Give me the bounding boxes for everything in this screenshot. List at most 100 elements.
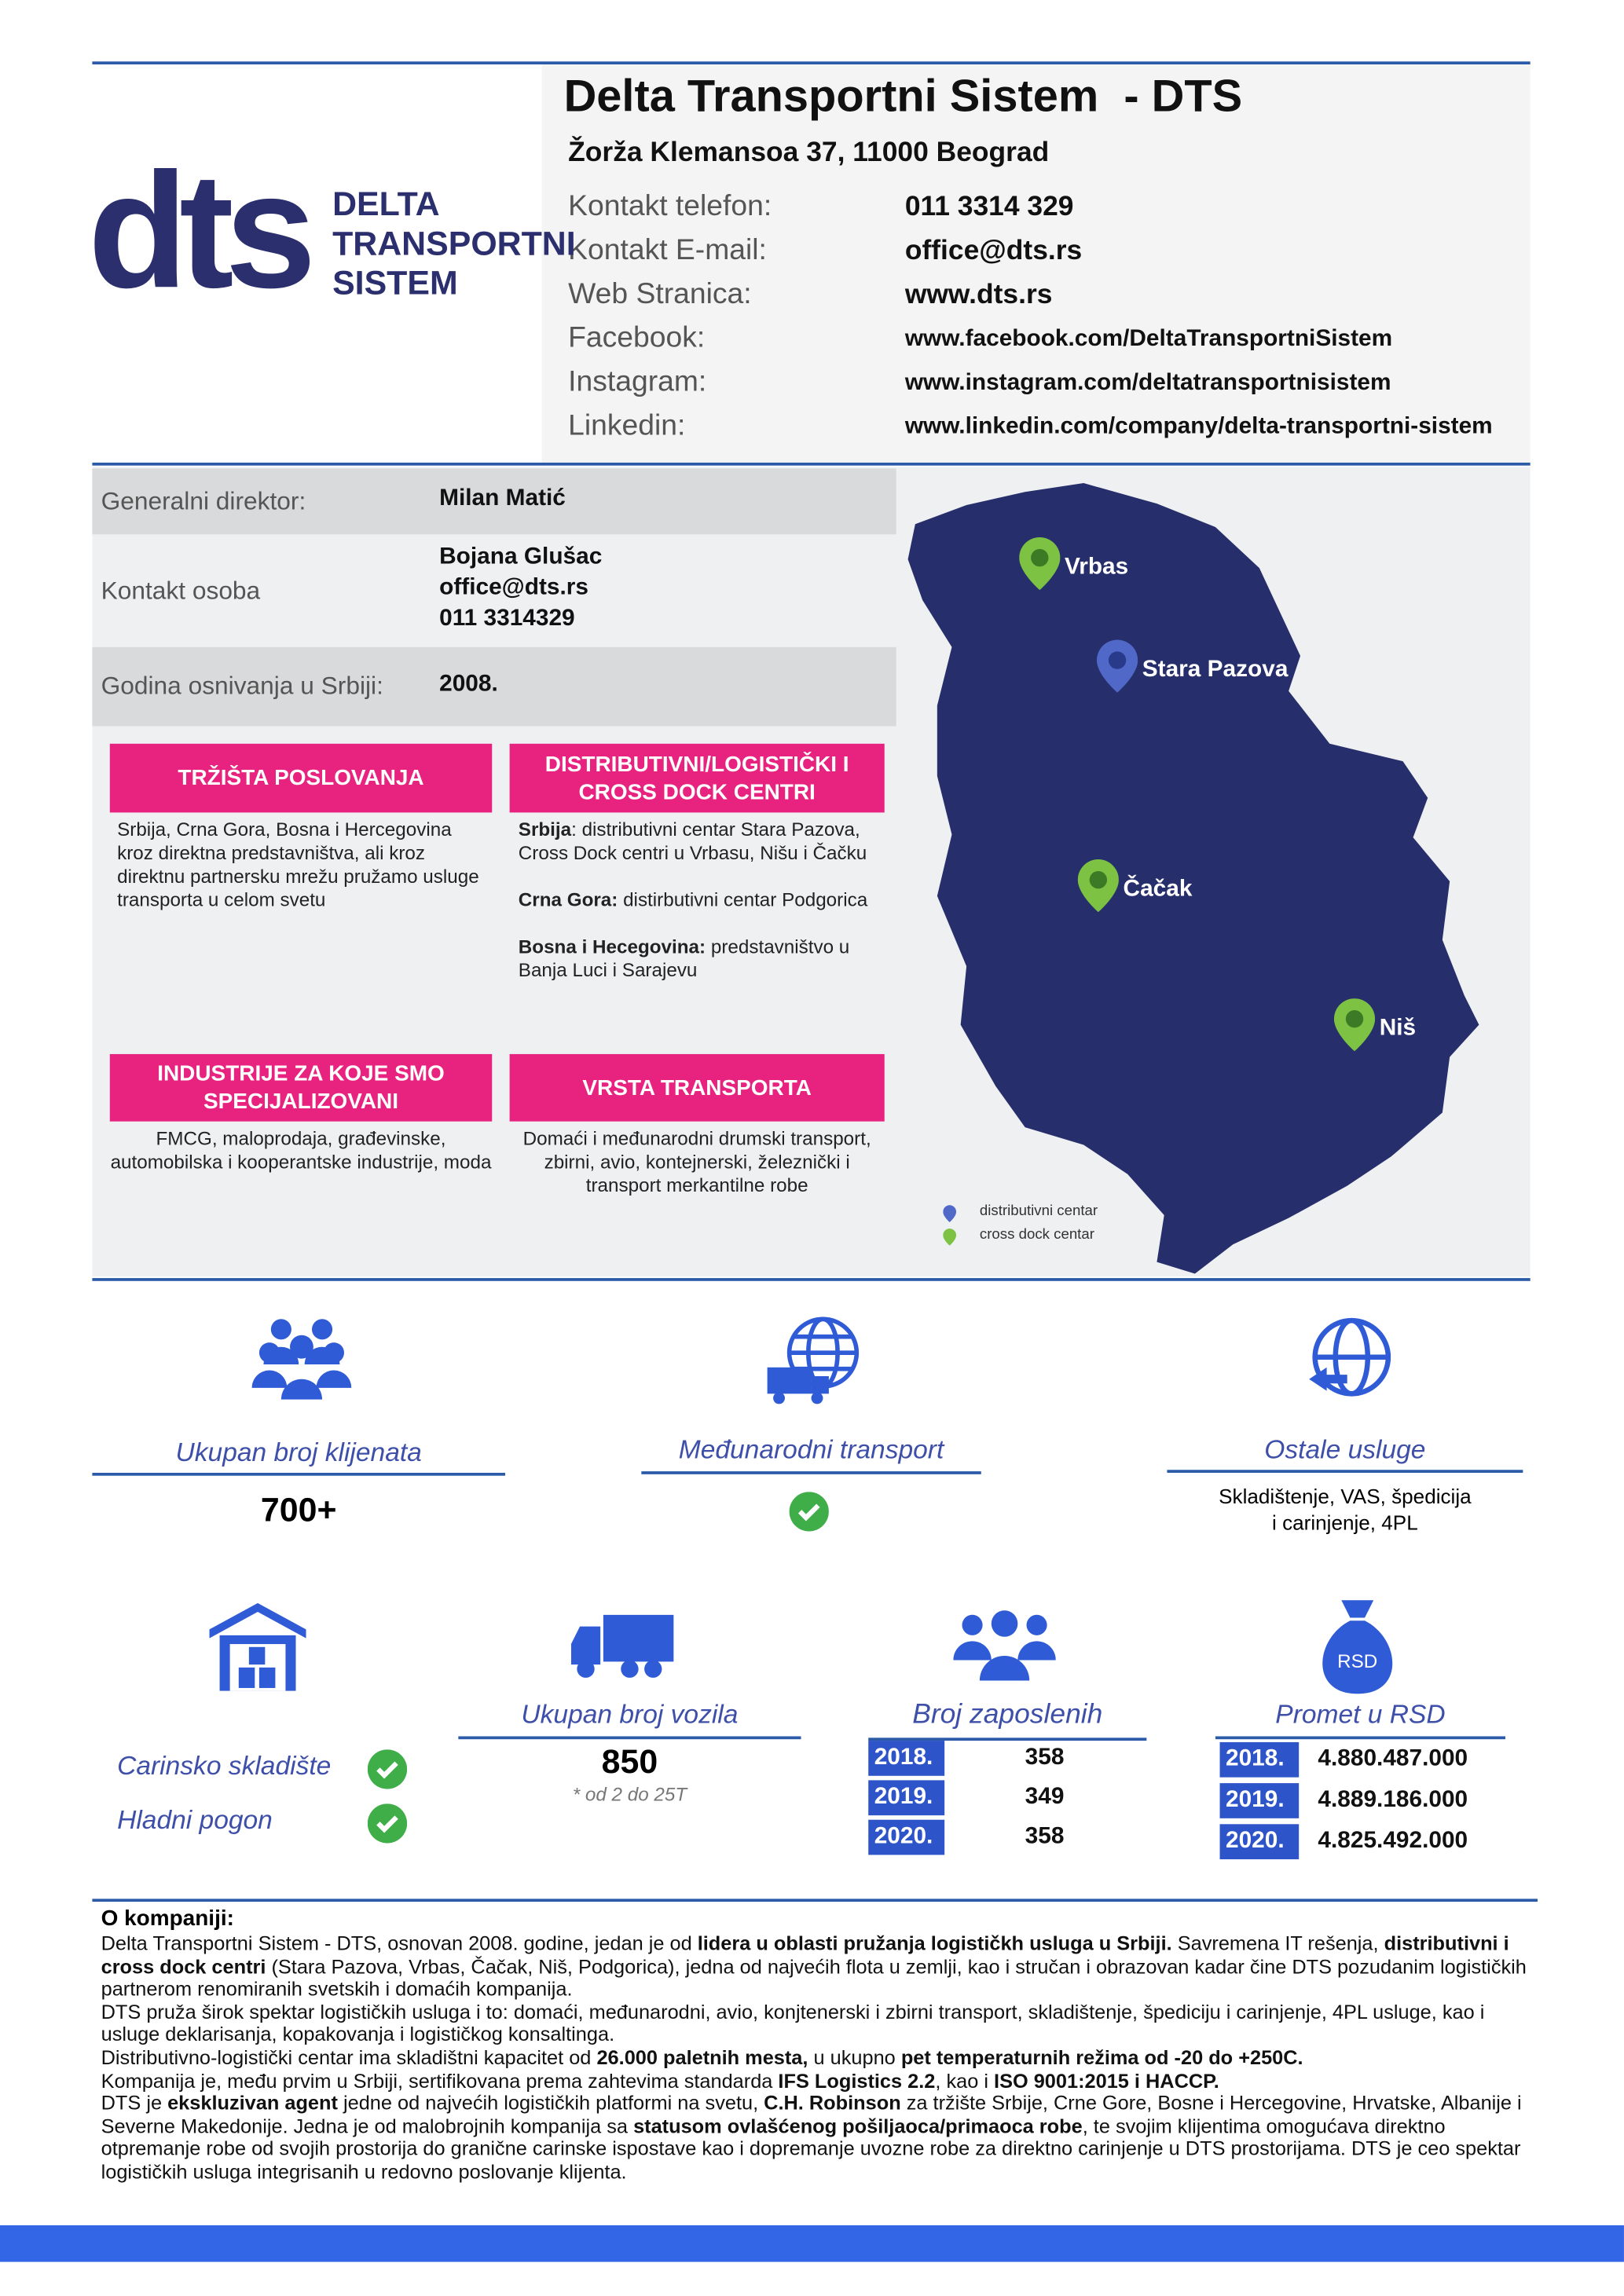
map-pin	[1096, 639, 1138, 699]
logo-word: DELTA	[332, 184, 440, 223]
revenue-icon: RSD	[1322, 1600, 1393, 1694]
about-paragraph: DTS pruža širok spektar logističkih uslu…	[101, 2001, 1529, 2046]
info-value: 2008.	[439, 671, 498, 697]
city-label: Vrbas	[1064, 555, 1129, 580]
bold-text: distributivni i cross dock centri	[101, 1932, 1509, 1978]
company-title: Delta Transportni Sistem - DTS	[563, 70, 1243, 122]
text-run: DTS pruža širok spektar logističkih uslu…	[101, 2001, 1485, 2046]
about-paragraph: Kompanija je, među prvim u Srbiji, serti…	[101, 2070, 1529, 2093]
info-label: Generalni direktor:	[101, 486, 306, 515]
bold-text: Bosna i Hecegovina:	[518, 935, 706, 958]
contact-value: www.linkedin.com/company/delta-transport…	[904, 414, 1493, 440]
about-rule	[92, 1899, 1538, 1902]
about-paragraph: DTS je ekskluzivan agent jedne od najveć…	[101, 2093, 1529, 2184]
contact-label: Kontakt telefon:	[568, 190, 772, 223]
revenue-label: Promet u RSD	[1275, 1699, 1446, 1730]
value-cell: 4.880.487.000	[1318, 1746, 1468, 1772]
map-pin	[1077, 859, 1119, 919]
section-text: FMCG, maloprodaja, građevinske, automobi…	[110, 1127, 492, 1174]
bold-text: Srbija	[518, 818, 572, 840]
contact-value: 011 3314 329	[904, 192, 1074, 223]
text-run: Srbija, Crna Gora, Bosna i Hercegovina k…	[117, 818, 479, 911]
check-icon	[367, 1749, 408, 1789]
text-run: Delta Transportni Sistem - DTS, osnovan …	[101, 1932, 698, 1955]
pin-shape	[1333, 998, 1376, 1052]
contact-label: Web Stranica:	[568, 278, 752, 311]
serbia-map	[907, 483, 1479, 1274]
info-label: Godina osnivanja u Srbiji:	[101, 672, 383, 700]
vehicles-note: * od 2 do 25T	[572, 1783, 687, 1806]
info-value: 011 3314329	[439, 606, 575, 632]
revenue-icon-text: RSD	[1337, 1651, 1377, 1672]
check	[367, 1749, 408, 1796]
section-text: Srbija, Crna Gora, Bosna i Hercegovina k…	[117, 818, 492, 912]
legend-pin	[943, 1203, 957, 1230]
logo-word: TRANSPORTNI	[332, 224, 576, 262]
text-run: za tržište Srbije, Crne Gore, Bosne i He…	[101, 2092, 1522, 2137]
clients-icon	[251, 1319, 352, 1400]
value-cell: 349	[1025, 1784, 1065, 1810]
section-heading: INDUSTRIJE ZA KOJE SMO SPECIJALIZOVANI	[109, 1053, 493, 1122]
clients-label: Ukupan broj klijenata	[175, 1437, 422, 1467]
text-run: FMCG, maloprodaja, građevinske, automobi…	[110, 1127, 492, 1173]
city-label: Stara Pazova	[1142, 657, 1289, 683]
section-paragraph: Srbija: distributivni centar Stara Pazov…	[519, 818, 885, 866]
year-cell: 2018.	[868, 1741, 945, 1776]
serbia-shape	[907, 483, 1479, 1274]
text-run: , te svojim klijentima omogućava direktn…	[101, 2115, 1521, 2183]
value-cell: 4.825.492.000	[1318, 1828, 1468, 1854]
year-cell: 2019.	[1219, 1783, 1300, 1818]
contact-label: Instagram:	[568, 365, 707, 398]
year-cell: 2019.	[868, 1780, 945, 1816]
services-line: Skladištenje, VAS, špedicija	[1219, 1484, 1472, 1508]
logo-name: DELTA TRANSPORTNI SISTEM	[332, 185, 576, 303]
check-icon	[789, 1492, 829, 1532]
vehicles-value: 850	[601, 1741, 658, 1781]
international-label: Međunarodni transport	[678, 1434, 944, 1464]
text-run: Kompanija je, među prvim u Srbiji, serti…	[101, 2069, 779, 2092]
map-pin	[1019, 537, 1061, 597]
value-cell: 4.889.186.000	[1318, 1787, 1468, 1813]
legend-pin-shape	[943, 1205, 957, 1222]
bold-text: C.H. Robinson	[764, 2092, 901, 2115]
section-paragraph: Bosna i Hecegovina: predstavništvo u Ban…	[519, 936, 885, 983]
text-run: Distributivno-logistički centar ima skla…	[101, 2046, 597, 2069]
warehouse-item: Carinsko skladište	[117, 1751, 332, 1781]
text-run: u ukupno	[808, 2046, 901, 2069]
services-line: i carinjenje, 4PL	[1272, 1511, 1418, 1535]
bold-text: statusom ovlašćenog pošiljaoca/primaoca …	[633, 2115, 1083, 2137]
vehicles-label: Ukupan broj vozila	[521, 1699, 739, 1730]
truck-icon	[570, 1614, 674, 1678]
legend-label: cross dock centar	[979, 1226, 1094, 1243]
employees-underline	[868, 1738, 1147, 1741]
services-icon	[1309, 1317, 1391, 1397]
info-row	[92, 468, 896, 535]
year-cell: 2020.	[1219, 1824, 1300, 1860]
text-run: : distributivni centar Stara Pazova, Cro…	[518, 818, 867, 864]
section-heading: VRSTA TRANSPORTA	[509, 1053, 885, 1122]
info-value: Bojana Glušac	[439, 544, 603, 570]
warehouse-icon	[209, 1602, 306, 1691]
section-paragraph: Srbija, Crna Gora, Bosna i Hercegovina k…	[117, 818, 492, 912]
employees-icon	[953, 1610, 1056, 1681]
info-value: Milan Matić	[439, 485, 566, 511]
legend-pin-shape	[943, 1229, 957, 1246]
about-title: O kompaniji:	[101, 1906, 234, 1932]
check-icon	[367, 1803, 408, 1844]
revenue-underline	[1215, 1736, 1505, 1740]
international-icon	[767, 1316, 860, 1404]
bold-text: ISO 9001:2015 i HACCP.	[994, 2069, 1219, 2092]
legend-pin	[943, 1227, 957, 1254]
bold-text: pet temperaturnih režima od -20 do +250C…	[900, 2046, 1303, 2069]
section-text: Domaći i međunarodni drumski transport, …	[510, 1127, 885, 1197]
contact-label: Kontakt E-mail:	[568, 234, 767, 267]
bold-text: lidera u oblasti pružanja logističkh usl…	[697, 1932, 1172, 1955]
text-run: predstavništvo u Banja Luci i Sarajevu	[518, 935, 850, 981]
text-run: jedne od najvećih logističkih platformi …	[337, 2092, 764, 2115]
section-paragraph: Crna Gora: distirbutivni centar Podgoric…	[519, 888, 885, 912]
header-panel	[541, 64, 1531, 463]
about-paragraph: Distributivno-logistički centar ima skla…	[101, 2047, 1529, 2070]
contact-value: www.instagram.com/deltatransportnisistem	[904, 370, 1391, 396]
